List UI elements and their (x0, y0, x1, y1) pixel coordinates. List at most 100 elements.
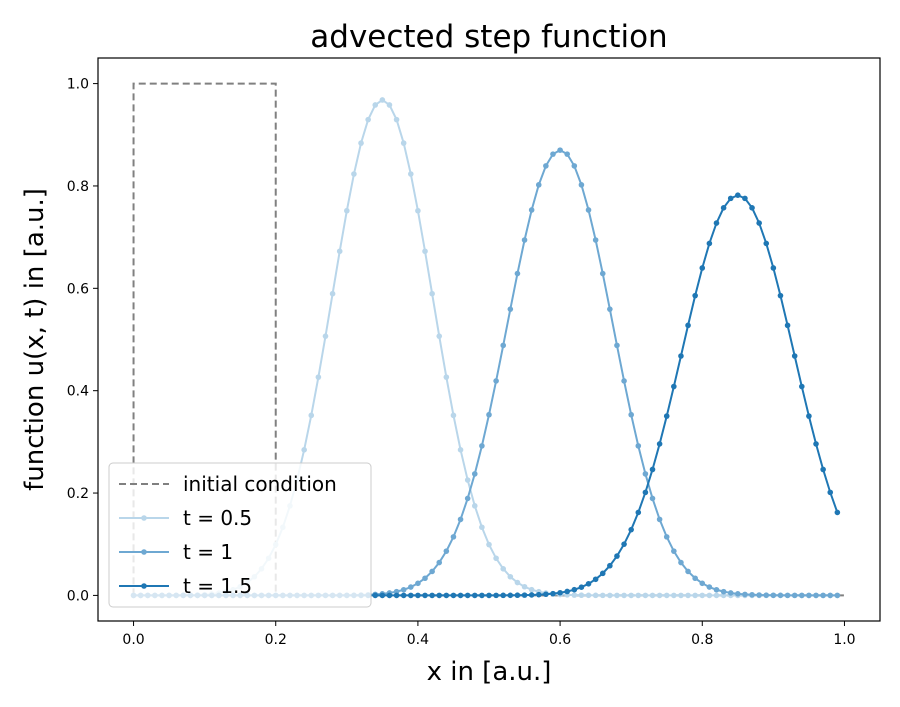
data-point (528, 207, 535, 213)
legend-label: t = 0.5 (183, 506, 252, 530)
data-point (486, 592, 492, 599)
data-point (635, 443, 642, 449)
data-point (422, 575, 428, 582)
legend-item: t = 0.5 (119, 506, 252, 530)
data-point (813, 441, 819, 447)
data-point (493, 378, 499, 384)
legend-box (108, 462, 372, 608)
data-point (500, 566, 507, 572)
data-point (578, 592, 585, 599)
data-point (635, 592, 642, 599)
data-point (564, 151, 570, 157)
data-point (791, 353, 798, 359)
data-point (571, 592, 578, 598)
data-point (756, 592, 762, 598)
legend-marker (141, 515, 147, 521)
data-point (500, 592, 507, 599)
legend-marker (141, 549, 147, 555)
data-point (344, 207, 350, 214)
x-tick-label: 0.2 (265, 632, 287, 648)
data-point (663, 592, 670, 599)
x-tick-label: 1.0 (833, 632, 855, 648)
data-point (471, 592, 478, 599)
data-point (749, 591, 755, 598)
data-point (528, 586, 535, 593)
data-point (799, 383, 805, 390)
y-tick-label: 0.8 (67, 179, 89, 195)
legend: initial condition t = 0.5 t = 1 t = 1.5 (108, 462, 372, 608)
legend-label: t = 1 (183, 540, 233, 564)
data-point (735, 591, 741, 597)
data-point (393, 592, 400, 599)
data-point (436, 333, 443, 339)
data-point (450, 592, 457, 599)
data-point (678, 353, 684, 359)
y-tick-label: 0.2 (67, 486, 89, 502)
data-point (671, 548, 677, 554)
data-point (528, 592, 535, 598)
data-point (564, 588, 570, 595)
data-point (663, 534, 670, 540)
data-point (557, 589, 563, 596)
data-point (671, 383, 677, 390)
data-point (521, 237, 528, 243)
legend-item: initial condition (119, 472, 337, 496)
data-point (607, 592, 613, 599)
data-point (607, 306, 613, 312)
data-point (685, 592, 691, 599)
y-axis-label: function u(x, t) in [a.u.] (20, 188, 50, 491)
data-point (500, 342, 507, 349)
data-point (386, 102, 393, 108)
data-point (720, 588, 727, 595)
data-point (656, 441, 663, 447)
data-point (642, 592, 649, 599)
data-point (422, 592, 428, 599)
data-point (678, 592, 684, 599)
data-point (599, 570, 606, 577)
data-point (578, 584, 585, 590)
data-point (777, 592, 784, 599)
data-point (436, 592, 443, 599)
data-point (450, 534, 457, 540)
data-point (457, 447, 464, 453)
data-point (827, 592, 834, 599)
data-point (322, 333, 329, 339)
data-point (621, 541, 627, 547)
data-point (315, 374, 322, 380)
data-point (372, 592, 379, 599)
data-point (479, 443, 485, 449)
data-point (415, 207, 421, 214)
x-tick-label: 0.6 (549, 632, 571, 648)
legend-label: t = 1.5 (183, 574, 252, 598)
legend-item: t = 1 (119, 540, 233, 564)
data-point (514, 592, 521, 599)
data-point (806, 413, 812, 419)
data-point (507, 592, 514, 599)
data-point (464, 592, 471, 599)
data-point (550, 151, 556, 157)
data-point (727, 590, 734, 596)
data-point (813, 592, 819, 599)
data-point (649, 466, 656, 473)
data-point (827, 489, 834, 496)
data-point (706, 592, 713, 599)
data-point (784, 592, 791, 599)
data-point (457, 516, 464, 523)
data-point (699, 592, 706, 599)
data-point (685, 322, 691, 329)
data-point (756, 220, 762, 226)
data-point (443, 592, 450, 599)
data-point (692, 575, 698, 582)
data-point (635, 509, 642, 516)
data-point (429, 290, 435, 297)
data-point (479, 592, 485, 599)
data-point (656, 592, 663, 599)
data-point (685, 568, 691, 575)
data-point (308, 412, 315, 419)
data-point (408, 584, 414, 590)
y-axis: 0.0 0.2 0.4 0.6 0.8 1.0 (67, 77, 98, 604)
data-point (301, 447, 307, 453)
data-point (599, 270, 606, 277)
data-point (386, 592, 393, 599)
data-point (535, 182, 542, 188)
